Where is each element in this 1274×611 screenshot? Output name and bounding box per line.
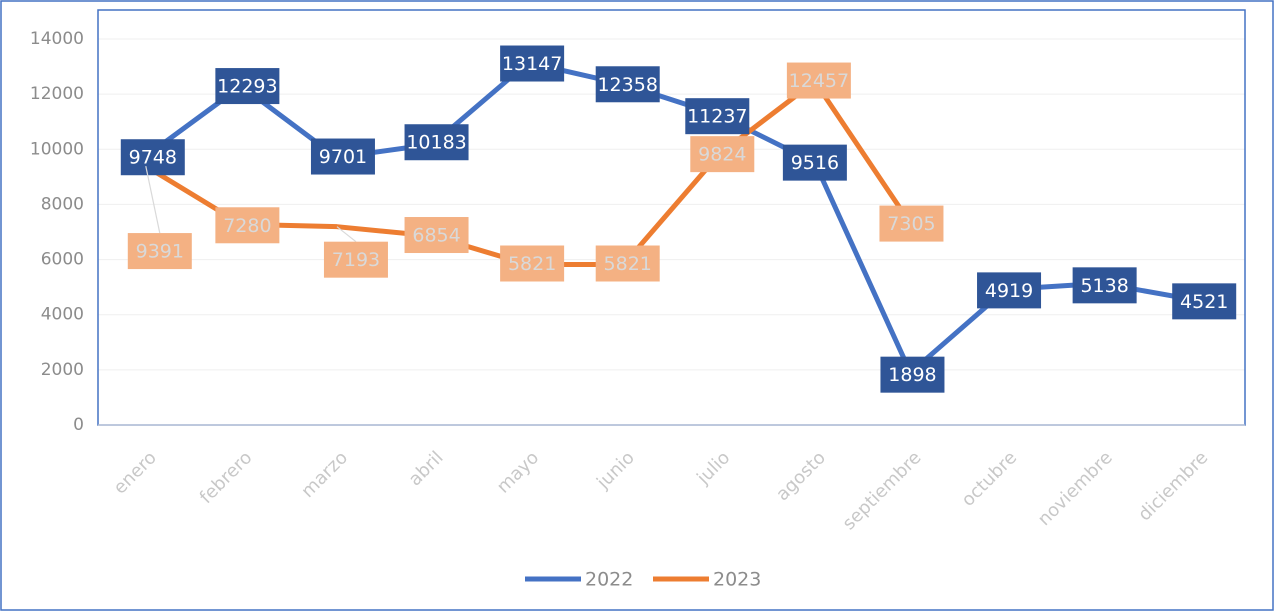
data-label-box bbox=[879, 205, 944, 242]
data-label-text: 6854 bbox=[412, 225, 460, 247]
data-label: 7305 bbox=[879, 205, 944, 242]
legend-label: 2023 bbox=[713, 569, 761, 591]
data-label-box bbox=[782, 144, 847, 181]
data-label-text: 5138 bbox=[1080, 275, 1128, 297]
data-label: 12457 bbox=[786, 62, 851, 99]
data-label-box bbox=[1072, 267, 1137, 304]
data-label-text: 7193 bbox=[332, 249, 380, 271]
data-label-text: 13147 bbox=[502, 53, 562, 75]
data-label: 5821 bbox=[500, 245, 565, 282]
data-label: 9701 bbox=[310, 138, 375, 175]
data-label-box bbox=[127, 233, 192, 270]
y-tick-label: 2000 bbox=[41, 360, 84, 380]
data-label-text: 10183 bbox=[406, 132, 466, 154]
data-label: 12358 bbox=[595, 66, 660, 103]
data-label: 12293 bbox=[215, 68, 280, 105]
data-label-box bbox=[595, 66, 660, 103]
data-label: 1898 bbox=[880, 356, 945, 393]
data-label: 9824 bbox=[690, 136, 755, 173]
data-label-text: 7280 bbox=[223, 215, 271, 237]
data-label-box bbox=[323, 241, 388, 278]
data-label-box bbox=[977, 272, 1042, 309]
data-label-text: 12457 bbox=[789, 70, 849, 92]
data-label-text: 9391 bbox=[136, 241, 184, 263]
data-label-text: 7305 bbox=[887, 213, 935, 235]
data-label: 11237 bbox=[685, 98, 750, 135]
data-label-text: 5821 bbox=[508, 253, 556, 275]
data-label-box bbox=[215, 207, 280, 244]
y-tick-label: 0 bbox=[73, 415, 84, 435]
leader-line bbox=[145, 165, 161, 234]
data-label-text: 11237 bbox=[687, 106, 747, 128]
data-label-box bbox=[786, 62, 851, 99]
legend-label: 2022 bbox=[585, 569, 633, 591]
data-label: 9391 bbox=[127, 233, 192, 270]
data-label-box bbox=[404, 217, 469, 254]
data-label-box bbox=[404, 124, 469, 161]
data-label-box bbox=[595, 245, 660, 282]
data-label-text: 5821 bbox=[604, 253, 652, 275]
y-tick-label: 8000 bbox=[41, 194, 84, 214]
data-label: 5821 bbox=[595, 245, 660, 282]
y-tick-label: 14000 bbox=[30, 29, 84, 49]
data-label: 10183 bbox=[404, 124, 469, 161]
y-tick-label: 10000 bbox=[30, 139, 84, 159]
data-label-text: 9824 bbox=[698, 144, 746, 166]
y-tick-label: 4000 bbox=[41, 305, 84, 325]
data-label-text: 4919 bbox=[985, 280, 1033, 302]
data-label: 9748 bbox=[120, 139, 185, 176]
data-label: 13147 bbox=[500, 45, 565, 82]
data-label-text: 12293 bbox=[217, 76, 277, 98]
data-label-text: 9516 bbox=[791, 152, 839, 174]
data-label-box bbox=[685, 98, 750, 135]
data-label-box bbox=[880, 356, 945, 393]
data-label-box bbox=[500, 45, 565, 82]
data-label-box bbox=[500, 245, 565, 282]
y-tick-label: 12000 bbox=[30, 84, 84, 104]
data-label: 4521 bbox=[1172, 283, 1237, 320]
data-label-box bbox=[1172, 283, 1237, 320]
leader-line bbox=[336, 226, 357, 243]
data-label-text: 9748 bbox=[129, 147, 177, 169]
data-label: 6854 bbox=[404, 217, 469, 254]
data-label-box bbox=[690, 136, 755, 173]
data-label: 4919 bbox=[977, 272, 1042, 309]
data-label-box bbox=[120, 139, 185, 176]
data-label: 7280 bbox=[215, 207, 280, 244]
data-label: 5138 bbox=[1072, 267, 1137, 304]
data-label: 7193 bbox=[323, 241, 388, 278]
data-label-text: 12358 bbox=[597, 74, 657, 96]
data-label-text: 4521 bbox=[1180, 291, 1228, 313]
data-label-box bbox=[215, 68, 280, 105]
data-label-text: 1898 bbox=[888, 364, 936, 386]
y-tick-label: 6000 bbox=[41, 250, 84, 270]
data-label-box bbox=[310, 138, 375, 175]
data-label-text: 9701 bbox=[319, 146, 367, 168]
data-label: 9516 bbox=[782, 144, 847, 181]
